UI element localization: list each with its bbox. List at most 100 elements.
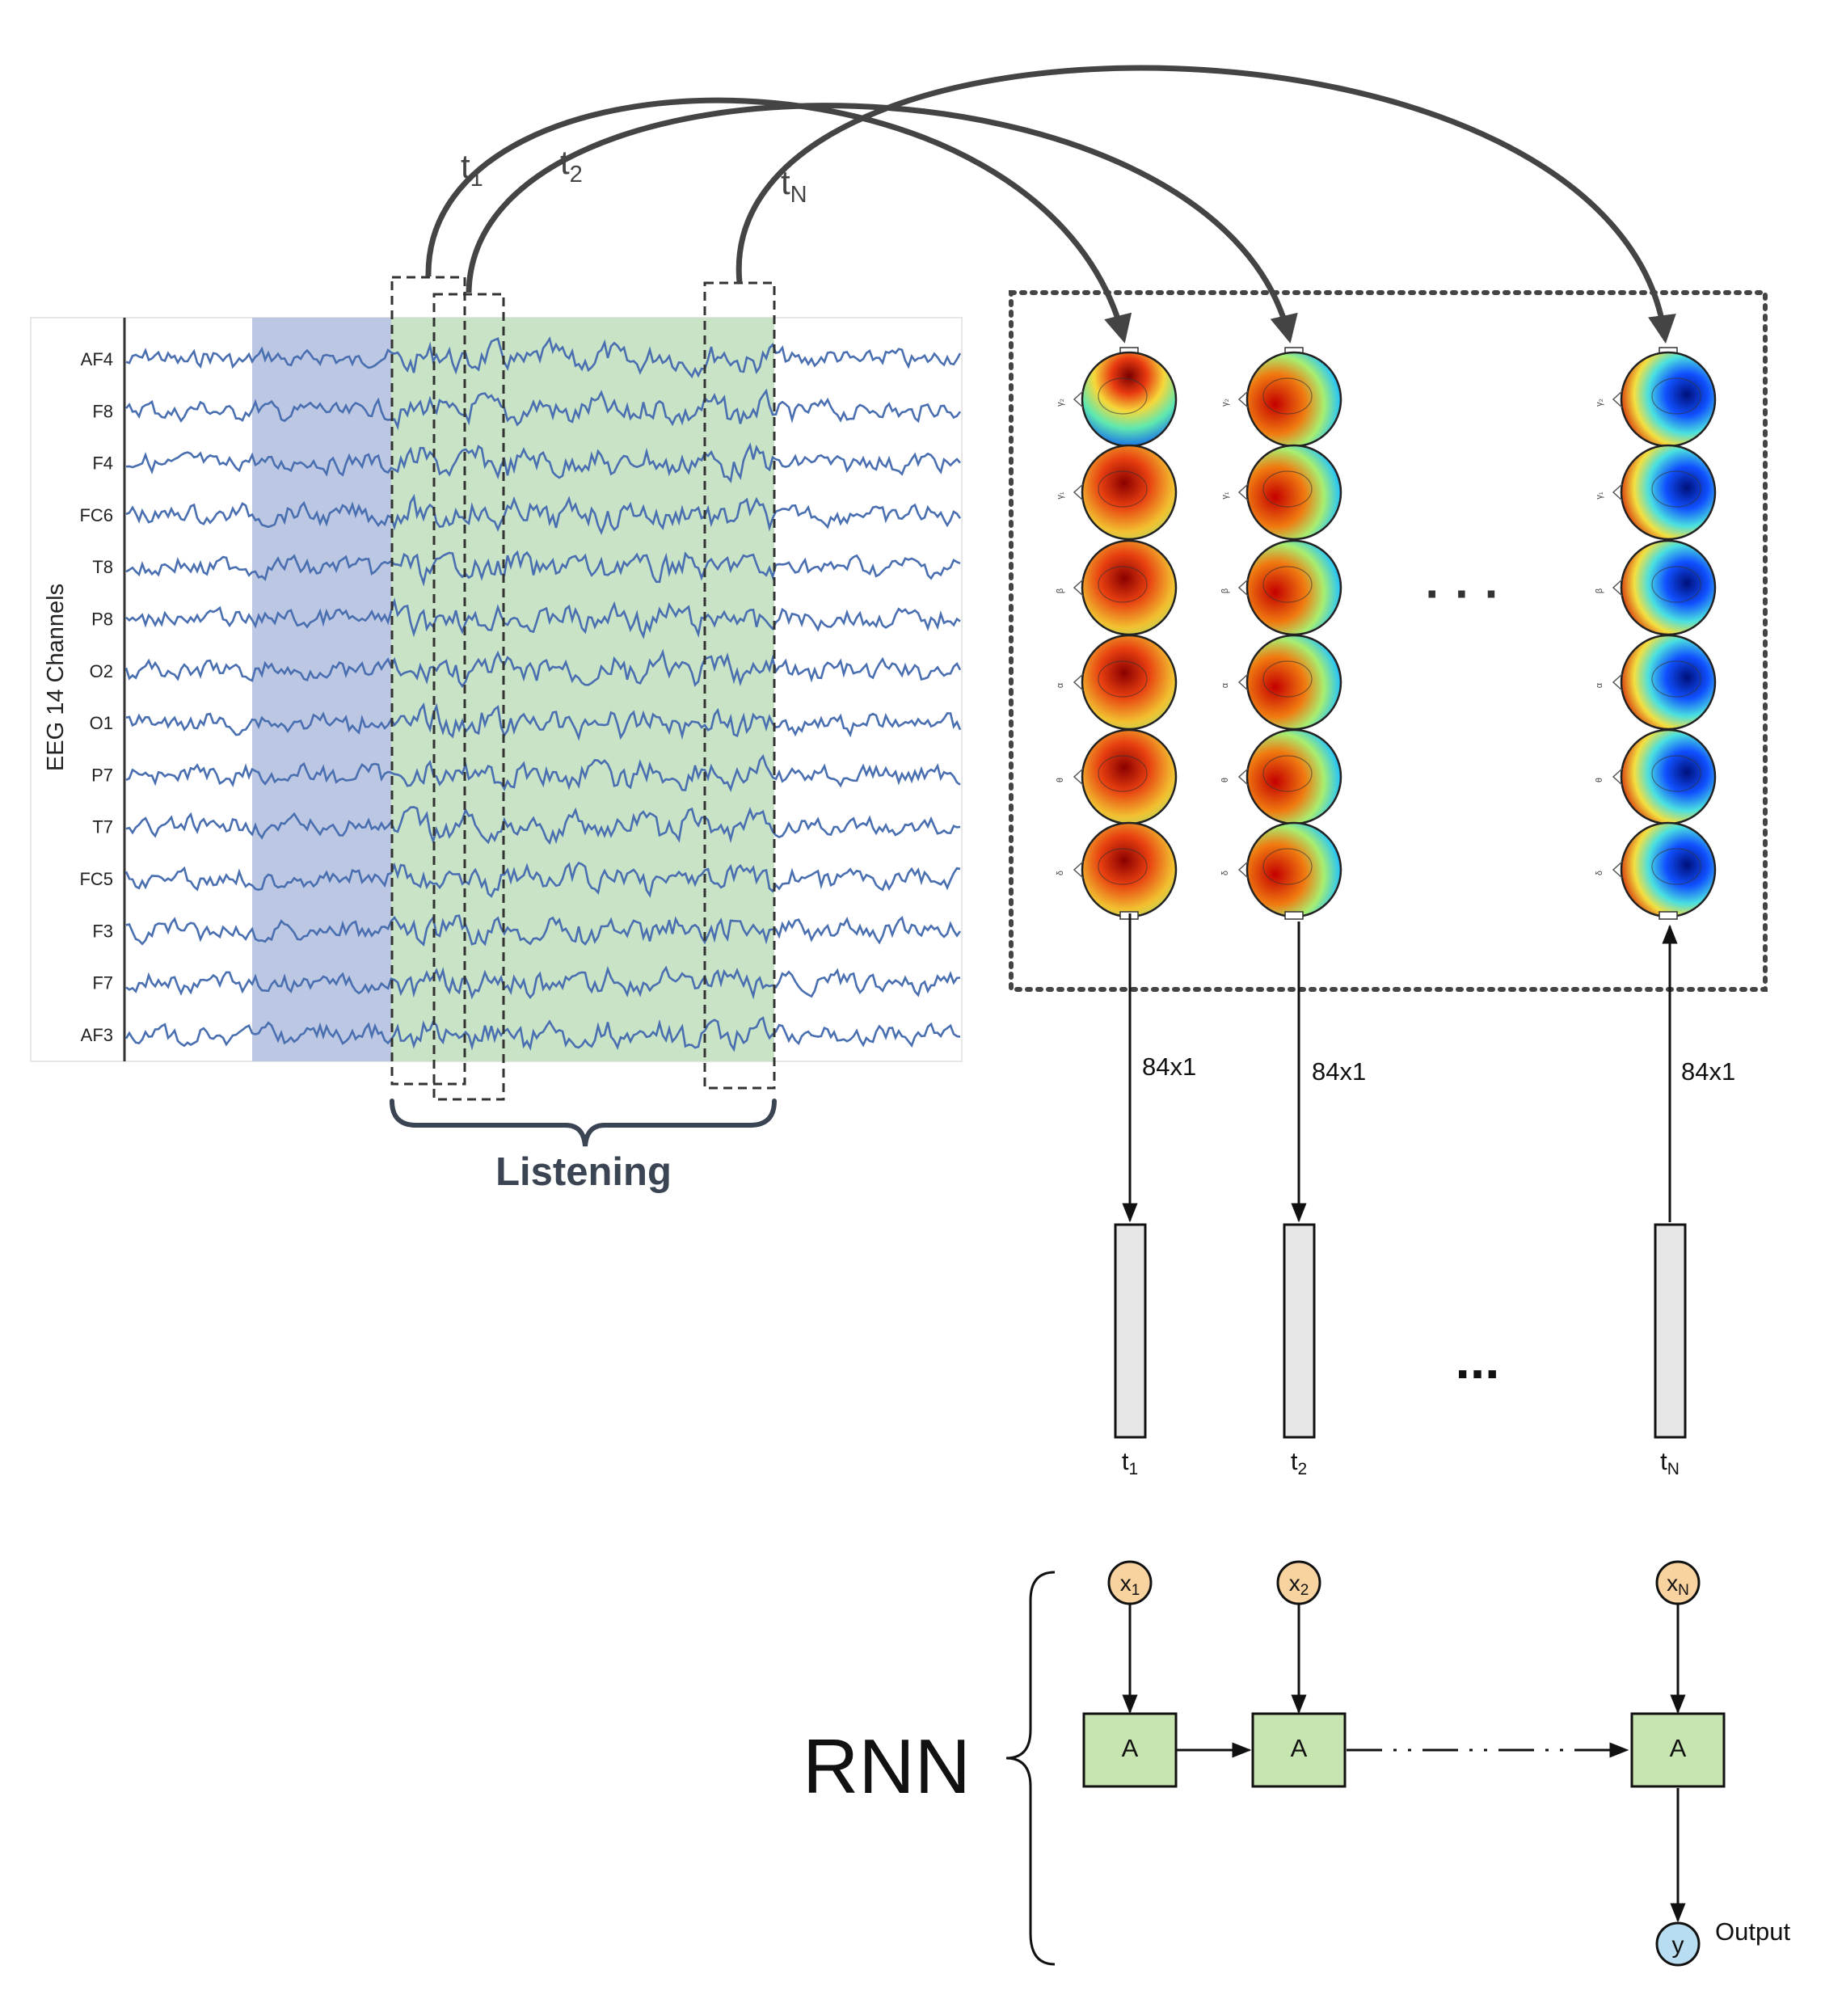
topomap-ear (1073, 579, 1084, 597)
dim-label-tN: 84x1 (1681, 1057, 1735, 1086)
topomap-ear (1612, 579, 1623, 597)
topomap-ear (1237, 861, 1249, 879)
topomap-contour (1098, 660, 1148, 698)
channel-label: F3 (92, 921, 113, 941)
topomap-ear (1073, 483, 1084, 501)
window-label-t1: t1 (461, 147, 483, 192)
window-arrows (425, 65, 1676, 344)
band-label: α (1220, 682, 1230, 688)
input-label-1: x1 (1120, 1571, 1140, 1599)
topomap (1081, 821, 1178, 918)
rnn-cell (1082, 1712, 1178, 1788)
topomap-contour (1651, 470, 1701, 508)
topomap (1620, 821, 1717, 918)
rnn-cell-label: A (1122, 1734, 1139, 1762)
eeg-channel-labels: AF4 F8 F4 FC6 T8 P8 O2 O1 P7 T7 FC5 F3 F7 AF3 (79, 349, 113, 1045)
topomap (1081, 539, 1178, 636)
band-label: β (1056, 588, 1065, 593)
channel-label: FC5 (79, 869, 113, 889)
topomap-contour (1651, 566, 1701, 603)
window-label-t2: t2 (560, 143, 583, 188)
channel-label: FC6 (79, 505, 113, 525)
topomap-tail (1659, 911, 1678, 920)
band-label: δ (1595, 871, 1604, 875)
band-label: γ₂ (1220, 399, 1230, 407)
topomap-contour (1651, 755, 1701, 792)
topomap (1245, 821, 1342, 918)
output-label: Output (1715, 1917, 1790, 1946)
band-label: γ₂ (1595, 399, 1604, 407)
eeg-trace (125, 388, 962, 431)
vector-label-t2: t2 (1291, 1447, 1307, 1478)
dim-label-t2: 84x1 (1312, 1057, 1366, 1086)
topomap (1620, 444, 1717, 541)
topomap (1245, 351, 1342, 448)
topomap-ear (1073, 861, 1084, 879)
eeg-trace (125, 702, 962, 741)
topomap-ear (1612, 390, 1623, 408)
rnn-brace (1005, 1571, 1056, 1966)
band-label: δ (1056, 871, 1065, 875)
band-label: δ (1220, 871, 1230, 875)
band-label: β (1220, 588, 1230, 593)
rnn-cell (1630, 1712, 1726, 1788)
rnn-diagram: RNN A A A x1 x2 xN y Output (803, 1560, 1790, 1967)
rnn-cell (1251, 1712, 1347, 1788)
channel-label: P7 (91, 765, 113, 785)
topomap-tail (1284, 911, 1304, 920)
topomap-ear (1073, 768, 1084, 786)
topomap-contour (1262, 848, 1313, 885)
topomap (1620, 351, 1717, 448)
topomap-ear (1073, 390, 1084, 408)
topomap-ear (1612, 483, 1623, 501)
topomap-ear (1612, 768, 1623, 786)
eeg-axis-label: EEG 14 Channels (43, 584, 69, 771)
topomap (1081, 444, 1178, 541)
topomap-column: γ₂ γ₁ β α θ δ (1056, 347, 1178, 920)
topomap (1245, 634, 1342, 731)
band-label: α (1056, 682, 1065, 688)
channel-label: F7 (92, 973, 113, 993)
topomap-ear (1612, 673, 1623, 691)
topomap-contour (1262, 755, 1313, 792)
topomap (1620, 728, 1717, 825)
topomap-contour (1651, 377, 1701, 415)
topomap (1081, 351, 1178, 448)
band-label: θ (1220, 778, 1230, 782)
listening-brace (390, 1099, 777, 1147)
topomap (1245, 728, 1342, 825)
rnn-cell-label: A (1291, 1734, 1308, 1762)
eeg-trace (125, 442, 961, 484)
eeg-trace (124, 648, 962, 689)
input-label-N: xN (1667, 1571, 1689, 1599)
topomap (1245, 444, 1342, 541)
listening-region (391, 318, 774, 1061)
eeg-panel: AF4 F8 F4 FC6 T8 P8 O2 O1 P7 T7 FC5 F3 F7 AF3 EEG 14 … (30, 317, 963, 1062)
dim-label-t1: 84x1 (1142, 1052, 1196, 1081)
feature-vector-t2 (1283, 1223, 1316, 1439)
eeg-trace (125, 914, 962, 947)
channel-label: F8 (92, 401, 113, 421)
topomap-ear (1237, 579, 1249, 597)
baseline-region (252, 318, 391, 1061)
band-label: γ₁ (1220, 491, 1230, 500)
eeg-trace (125, 965, 961, 1000)
input-label-2: x2 (1289, 1571, 1309, 1599)
listening-label: Listening (495, 1150, 672, 1194)
topomap-contour (1651, 848, 1701, 885)
topomap-contour (1098, 566, 1148, 603)
topomap (1620, 634, 1717, 731)
topomap-column: γ₂ γ₁ β α θ δ (1220, 347, 1342, 920)
arrow-t1 (425, 97, 1132, 344)
channel-label: T8 (92, 557, 113, 577)
rnn-title: RNN (803, 1723, 971, 1810)
channel-label: P8 (91, 609, 113, 630)
channel-label: T7 (92, 817, 113, 837)
feature-vector-tN (1654, 1223, 1687, 1439)
topomap-contour (1098, 755, 1148, 792)
topomap-ellipsis: · · · (1425, 567, 1500, 621)
topomap-contour (1262, 470, 1313, 508)
channel-label: F4 (92, 453, 113, 474)
topomap-ear (1237, 768, 1249, 786)
